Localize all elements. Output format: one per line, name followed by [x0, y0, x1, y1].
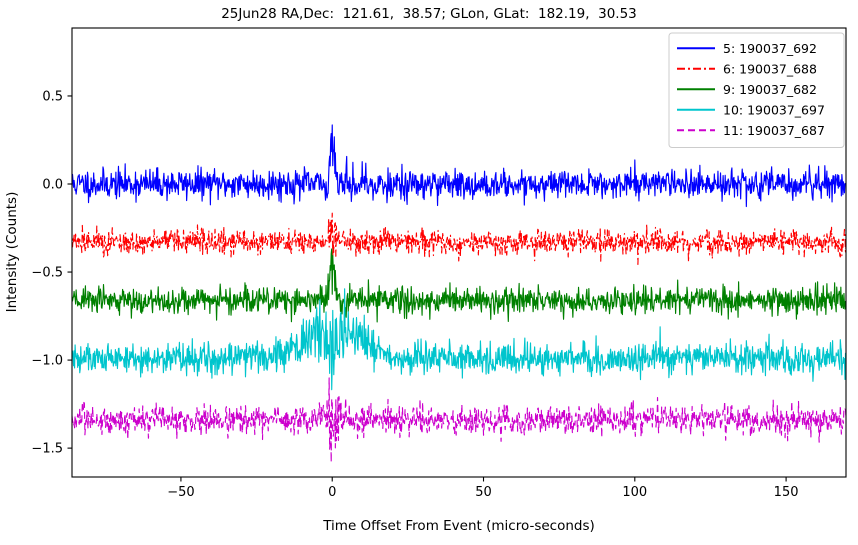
data-series-line: [72, 248, 846, 323]
x-axis-tick-label: 0: [328, 485, 336, 500]
x-axis-tick-label: 100: [622, 485, 647, 500]
x-axis-tick-label: −50: [167, 485, 194, 500]
x-axis-tick-label: 150: [774, 485, 799, 500]
axis-ticks-layer: −50 0 50 100 150 0.5 0.0 −0.5 −1.0 −1.5: [31, 89, 798, 500]
y-axis-tick-label: −0.5: [31, 266, 63, 281]
y-axis-tick-label: 0.5: [42, 89, 63, 104]
legend-label: 6: 190037_688: [723, 61, 817, 76]
page-title: 25Jun28 RA,Dec: 121.61, 38.57; GLon, GLa…: [221, 6, 637, 22]
legend-label: 10: 190037_697: [723, 102, 825, 117]
x-axis-label: Time Offset From Event (micro-seconds): [323, 518, 595, 534]
data-series-line: [72, 212, 846, 266]
legend-label: 5: 190037_692: [723, 41, 817, 56]
data-series-line: [72, 124, 846, 208]
y-axis-tick-label: 0.0: [42, 178, 63, 193]
data-series-line: [72, 288, 846, 391]
legend-label: 11: 190037_687: [723, 123, 825, 138]
y-axis-tick-label: −1.0: [31, 354, 63, 369]
y-axis-tick-label: −1.5: [31, 442, 63, 457]
x-axis-tick-label: 50: [475, 485, 492, 500]
data-series-line: [72, 377, 846, 463]
legend-label: 9: 190037_682: [723, 82, 817, 97]
legend: 5: 190037_692 6: 190037_688 9: 190037_682 1…: [668, 32, 845, 148]
legend-box: [668, 32, 845, 148]
plot-frame: [71, 27, 847, 478]
y-axis-label: Intensity (Counts): [4, 191, 20, 313]
data-series-layer: [72, 124, 846, 463]
